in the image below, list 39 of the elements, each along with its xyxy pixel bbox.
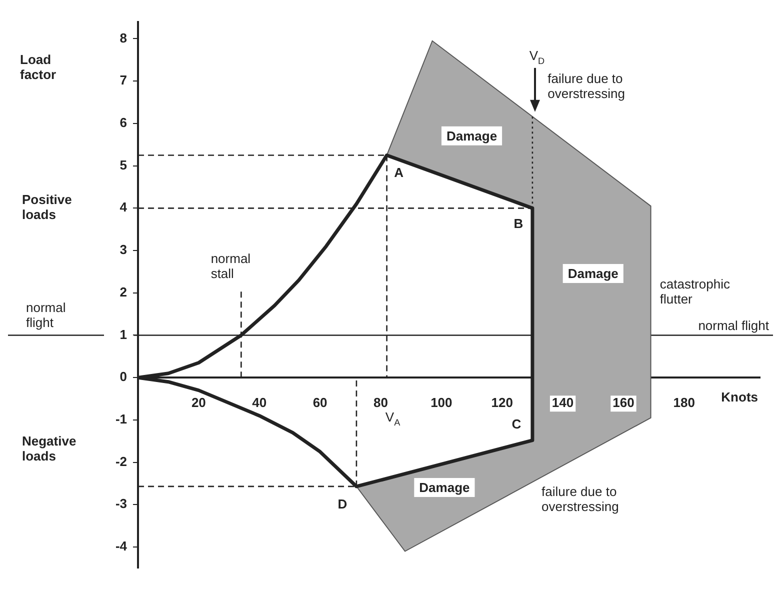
annotation: normal stall	[210, 251, 251, 282]
y-tick-label: 7	[120, 72, 127, 88]
y-tick-label: 2	[120, 284, 127, 300]
annotation: B	[514, 216, 524, 232]
annotation: catastrophic flutter	[660, 276, 730, 307]
annotation: D	[338, 496, 348, 512]
x-tick-label: 140	[552, 395, 574, 410]
annotation: A	[394, 165, 404, 180]
y-tick-label: 3	[120, 242, 127, 258]
y-tick-label: -3	[115, 496, 127, 512]
text: normal flight	[26, 300, 66, 330]
y-tick-label: -1	[115, 412, 127, 427]
text: Positive loads	[22, 192, 72, 222]
x-tick-label: 120	[491, 395, 513, 410]
x-tick-label: 80	[373, 395, 388, 410]
annotation: Damage	[419, 480, 470, 495]
ref-line-label: normal flight	[698, 318, 770, 334]
y-tick-label: -2	[115, 454, 127, 469]
x-axis-title: Knots	[721, 390, 758, 405]
x-tick-label: 20	[191, 395, 206, 410]
annotation: C	[512, 416, 522, 432]
annotation: failure due to overstressing	[548, 71, 625, 102]
annotation: Damage	[568, 266, 618, 282]
annotation: Damage	[446, 128, 498, 144]
annotation: failure due to overstressing	[542, 484, 619, 514]
x-tick-label: 60	[312, 395, 328, 410]
x-tick-label: 40	[252, 395, 267, 410]
y-tick-label: 5	[120, 157, 127, 172]
text: Load factor	[20, 52, 56, 82]
y-tick-label: 8	[120, 30, 127, 46]
x-tick-label: 160	[612, 395, 634, 410]
y-tick-label: 0	[120, 369, 127, 384]
y-tick-label: 1	[120, 326, 127, 342]
y-tick-label: 6	[120, 115, 127, 130]
y-tick-label: -4	[115, 538, 128, 554]
y-tick-label: 4	[120, 200, 128, 215]
text: Negative loads	[22, 433, 76, 464]
x-tick-label: 100	[430, 395, 452, 410]
x-tick-label: 180	[673, 395, 695, 410]
